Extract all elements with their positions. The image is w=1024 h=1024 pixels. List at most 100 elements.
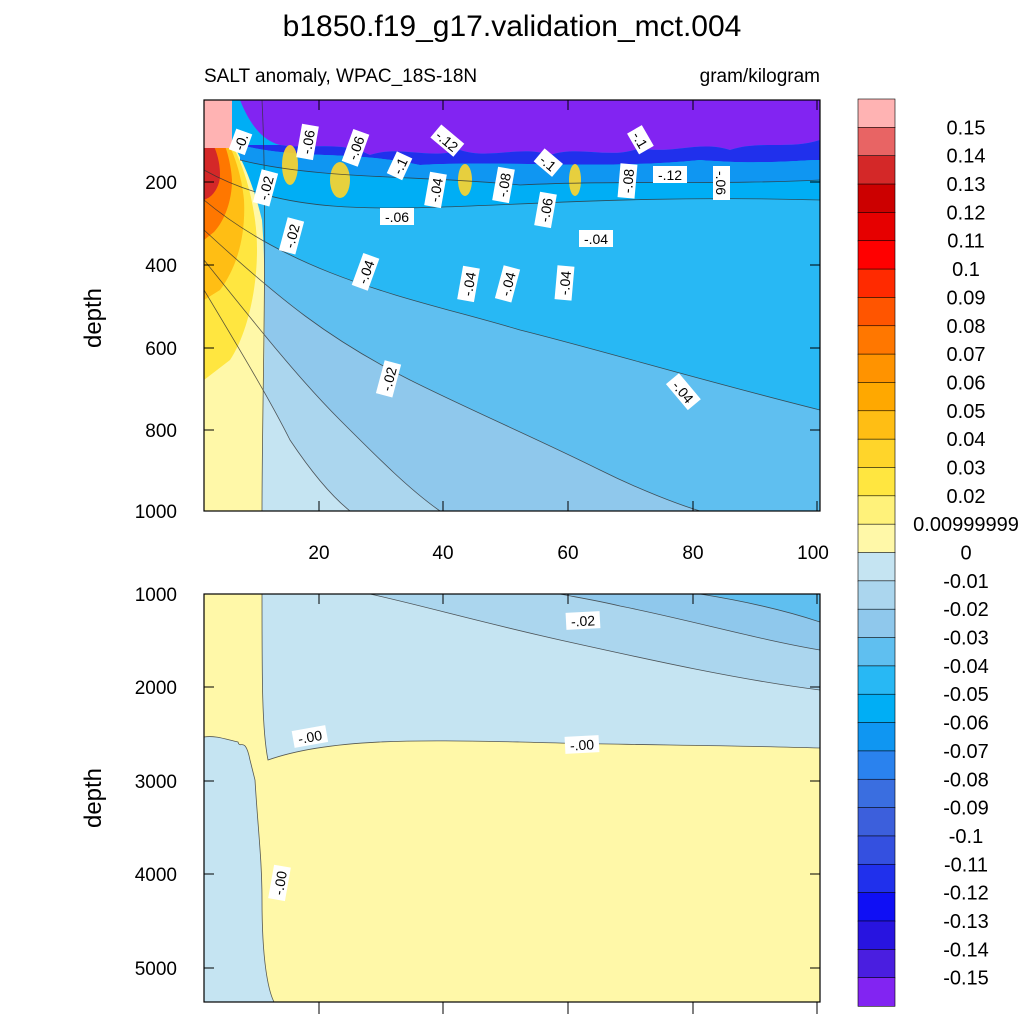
colorbar-swatch xyxy=(857,608,896,639)
colorbar-swatch xyxy=(857,523,896,554)
colorbar-swatch xyxy=(857,750,896,780)
colorbar-swatch xyxy=(857,552,896,582)
colorbar-swatch xyxy=(857,297,896,327)
colorbar-label: 0.05 xyxy=(947,401,986,423)
upper-panel: -0. -.02 -.02 -.06 -.06 -.06 -.1 -.12 -.… xyxy=(80,99,829,564)
upper-y-ticks xyxy=(204,181,820,512)
contour-label: -.06 xyxy=(536,197,556,224)
lower-y-ticks xyxy=(204,593,820,969)
colorbar-label: 0.06 xyxy=(947,372,986,394)
colorbar-label: -0.14 xyxy=(943,939,989,961)
colorbar-label: -0.07 xyxy=(943,741,989,763)
colorbar-label: 0.02 xyxy=(947,486,986,508)
y-tick-label: 800 xyxy=(145,421,177,442)
colorbar-swatch xyxy=(857,949,896,979)
colorbar-swatch xyxy=(857,467,896,497)
y-tick-label: 3000 xyxy=(135,772,177,793)
contour-label: -.1 xyxy=(389,155,410,177)
colorbar-label: 0.08 xyxy=(947,316,986,338)
contour-label: -.00 xyxy=(297,727,324,747)
x-tick-label: 100 xyxy=(797,543,829,564)
colorbar-label: -0.01 xyxy=(943,571,989,593)
colorbar-swatch xyxy=(857,353,896,384)
x-tick-label: 60 xyxy=(557,543,578,564)
lower-y-tick-labels: 1000 2000 3000 4000 5000 xyxy=(135,585,177,980)
upper-y-axis-label: depth xyxy=(80,288,107,348)
colorbar-label: 0.09 xyxy=(947,287,986,309)
colorbar-swatch xyxy=(857,325,896,355)
colorbar-label: -0.15 xyxy=(943,968,989,990)
colorbar-label: -0.03 xyxy=(943,628,989,650)
colorbar-swatch xyxy=(857,863,896,894)
contour-label: -.06 xyxy=(713,171,729,195)
y-tick-label: 200 xyxy=(145,173,177,194)
chart-subtitle-right: gram/kilogram xyxy=(700,66,820,87)
contour-label: -.08 xyxy=(494,172,514,199)
contour-label: -0. xyxy=(231,132,252,153)
upper-contour-labels: -0. -.02 -.02 -.06 -.06 -.06 -.1 -.12 -.… xyxy=(228,123,730,411)
lower-x-ticks xyxy=(318,594,818,1014)
contour-label: -.04 xyxy=(354,258,377,286)
colorbar-swatch xyxy=(857,438,896,469)
colorbar-label: 0.04 xyxy=(947,429,986,451)
lower-panel: -.02 -.00 -.00 -.00 1000 2000 3000 4000 … xyxy=(80,585,821,1014)
colorbar-swatch xyxy=(857,98,896,128)
colorbar-label: -0.09 xyxy=(943,798,989,820)
colorbar-swatch xyxy=(857,495,896,525)
contour-label: -.04 xyxy=(556,270,574,296)
colorbar-swatch xyxy=(857,693,896,724)
y-tick-label: 400 xyxy=(145,256,177,277)
y-tick-label: 1000 xyxy=(135,585,177,606)
colorbar-label: 0.14 xyxy=(947,146,986,168)
colorbar-swatch xyxy=(857,127,896,157)
colorbar-label: -0.13 xyxy=(943,911,989,933)
contour-label: -.08 xyxy=(619,168,637,194)
colorbar-swatch xyxy=(857,240,896,270)
y-tick-label: 1000 xyxy=(135,502,177,523)
colorbar-label: -0.12 xyxy=(943,883,989,905)
colorbar-label: -0.04 xyxy=(943,656,989,678)
colorbar-swatch xyxy=(857,268,896,298)
lower-contour-fill xyxy=(204,594,820,1002)
contour-label: -.1 xyxy=(629,129,651,151)
colorbar-label: 0.12 xyxy=(947,202,986,224)
colorbar-swatch xyxy=(857,410,896,440)
colorbar-swatch xyxy=(857,212,896,242)
colorbar: 0.15 0.14 0.13 0.12 0.11 0.1 0.09 0.08 0.07 0.06 0… xyxy=(857,98,1019,1007)
colorbar-swatch xyxy=(857,637,896,667)
contour-label: -.02 xyxy=(255,174,277,202)
colorbar-label: -0.11 xyxy=(944,854,988,876)
contour-label: -.06 xyxy=(298,129,318,156)
colorbar-label: -0.08 xyxy=(943,769,989,791)
colorbar-label: 0.00999999 xyxy=(913,514,1019,536)
colorbar-label: 0.07 xyxy=(947,344,986,366)
colorbar-swatch xyxy=(857,892,896,922)
x-tick-label: 40 xyxy=(432,543,453,564)
colorbar-swatch xyxy=(857,835,896,865)
upper-x-tick-labels: 20 40 60 80 100 xyxy=(308,543,828,564)
colorbar-label: -0.02 xyxy=(943,599,989,621)
colorbar-swatch xyxy=(857,722,896,752)
chart-subtitle-left: SALT anomaly, WPAC_18S-18N xyxy=(204,66,477,87)
contour-label: -.06 xyxy=(344,134,367,162)
contour-label: -.04 xyxy=(459,271,479,298)
colorbar-swatch xyxy=(857,977,896,1007)
colorbar-label: -0.1 xyxy=(949,826,983,848)
lower-y-axis-label: depth xyxy=(80,768,107,828)
colorbar-swatch xyxy=(857,155,896,185)
chart-title: b1850.f19_g17.validation_mct.004 xyxy=(283,10,742,43)
lower-contour-labels: -.02 -.00 -.00 -.00 xyxy=(268,611,601,902)
upper-y-tick-labels: 200 400 600 800 1000 xyxy=(135,173,177,523)
contour-label: -.04 xyxy=(584,231,608,247)
colorbar-swatch xyxy=(857,580,896,610)
contour-label: -.02 xyxy=(571,612,596,629)
upper-x-ticks xyxy=(318,100,818,511)
y-tick-label: 5000 xyxy=(135,959,177,980)
colorbar-swatch xyxy=(857,183,896,213)
colorbar-swatch xyxy=(857,778,896,809)
colorbar-swatch xyxy=(857,665,896,695)
y-tick-label: 2000 xyxy=(135,678,177,699)
contour-label: -.04 xyxy=(497,270,519,298)
contour-label: -.02 xyxy=(281,222,303,250)
